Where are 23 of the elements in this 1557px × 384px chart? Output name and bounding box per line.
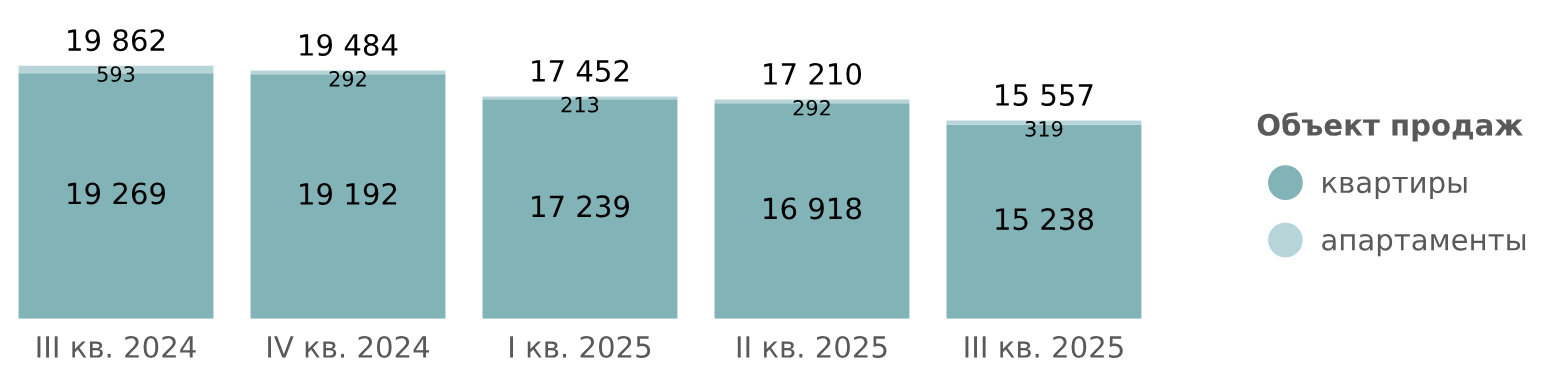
total-label: 19 862: [68, 29, 165, 52]
total-label: 17 210: [764, 62, 862, 85]
x-tick-label: I кв. 2025: [510, 335, 651, 358]
x-tick-label: III кв. 2025: [965, 335, 1123, 358]
total-label: 17 452: [532, 59, 629, 82]
data-label: 292: [793, 99, 830, 116]
total-label: 19 484: [300, 33, 398, 57]
data-label: 593: [97, 66, 135, 82]
x-tick-label: II кв. 2025: [737, 335, 887, 358]
data-label: 19 269: [68, 182, 165, 205]
legend-label: апартаменты: [1322, 233, 1526, 257]
data-label: 15 238: [996, 208, 1093, 231]
total-label: 15 557: [996, 84, 1093, 107]
legend-title: Объект продаж: [1257, 112, 1523, 142]
data-label: 292: [329, 70, 366, 87]
x-tick-label: III кв. 2024: [37, 335, 196, 358]
data-label: 19 192: [300, 182, 397, 205]
data-label: 319: [1025, 120, 1063, 137]
x-tick-label: IV кв. 2024: [268, 335, 430, 358]
legend-label: квартиры: [1323, 176, 1467, 199]
data-label: 213: [561, 96, 599, 113]
data-label: 17 239: [532, 195, 629, 218]
data-label: 16 918: [764, 197, 862, 220]
